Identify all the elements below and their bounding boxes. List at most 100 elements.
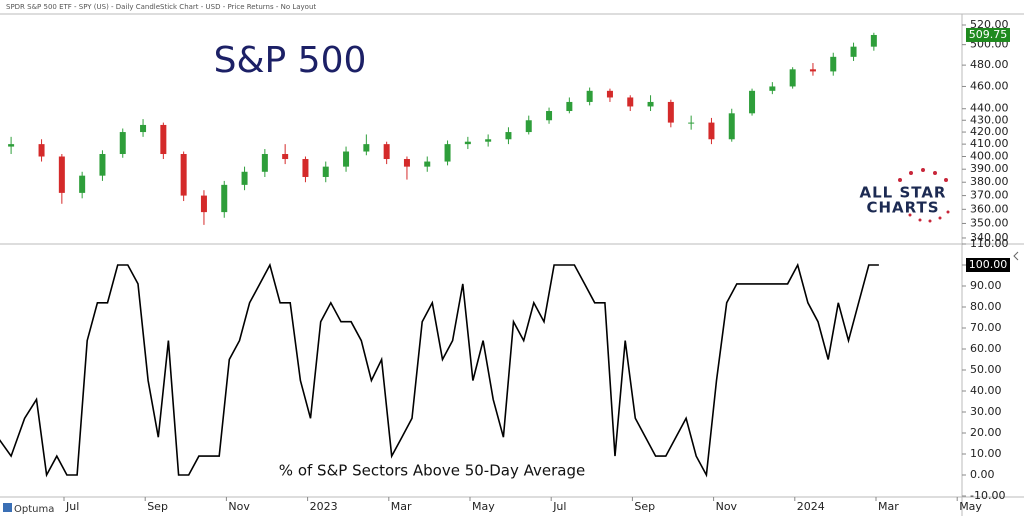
candle-body: [99, 154, 106, 176]
y-tick-label: 360.00: [970, 202, 1009, 215]
candle-body: [160, 124, 167, 155]
y-tick-label: 50.00: [970, 363, 1002, 376]
last-value-box: [966, 258, 1010, 272]
x-tick-label: 2023: [310, 500, 338, 513]
y-tick-label: 70.00: [970, 321, 1002, 334]
chart-title: S&P 500: [214, 40, 367, 81]
x-tick-label: Mar: [391, 500, 412, 513]
y-tick-label: 350.00: [970, 216, 1009, 229]
candle-body: [647, 101, 654, 107]
y-tick-label: 60.00: [970, 342, 1002, 355]
candle-body: [688, 122, 695, 124]
candle-body: [749, 90, 756, 114]
x-tick-label: Sep: [147, 500, 168, 513]
candle-body: [200, 195, 207, 213]
y-tick-label: 390.00: [970, 162, 1009, 175]
x-tick-label: Nov: [716, 500, 738, 513]
candle-body: [769, 86, 776, 91]
y-tick-label: 520.00: [970, 18, 1009, 31]
y-tick-label: 370.00: [970, 189, 1009, 202]
breadth-panel: [0, 262, 879, 478]
price-panel: [8, 32, 877, 225]
y-tick-label: 480.00: [970, 58, 1009, 71]
last-value-label: 509.75: [969, 28, 1008, 41]
candle-body: [485, 139, 492, 142]
line: [0, 262, 879, 478]
candle-body: [424, 161, 431, 167]
x-tick-label: Jul: [552, 500, 566, 513]
vendor-icon: [3, 503, 12, 512]
candle-body: [140, 124, 147, 133]
candle-body: [505, 132, 512, 140]
candle-body: [363, 144, 370, 152]
candle-body: [58, 156, 65, 193]
logo-text: ALL STAR: [860, 184, 947, 202]
candle-body: [830, 56, 837, 72]
y-tick-label: 90.00: [970, 279, 1002, 292]
y-tick-label: 440.00: [970, 102, 1009, 115]
candle-body: [79, 175, 86, 193]
x-tick-label: 2024: [797, 500, 825, 513]
candle-body: [322, 166, 329, 177]
candle-body: [282, 154, 289, 160]
last-value-label: 100.00: [969, 258, 1008, 271]
candle-body: [627, 97, 634, 107]
candle-body: [566, 101, 573, 112]
candle-body: [667, 101, 674, 123]
x-tick-label: Sep: [634, 500, 655, 513]
candle-body: [850, 46, 857, 57]
logo-text: CHARTS: [866, 199, 939, 217]
candle-body: [464, 141, 471, 145]
y-tick-label: 20.00: [970, 426, 1002, 439]
collapse-icon[interactable]: [1013, 251, 1019, 261]
candle-body: [38, 144, 45, 157]
candle-body: [606, 90, 613, 98]
x-tick-label: May: [959, 500, 982, 513]
candle-body: [119, 132, 126, 155]
candle-body: [343, 151, 350, 167]
annotation: % of S&P Sectors Above 50-Day Average: [279, 462, 585, 480]
y-tick-label: 460.00: [970, 79, 1009, 92]
candle-body: [261, 154, 268, 172]
header: SPDR S&P 500 ETF - SPY (US) - Daily Cand…: [6, 3, 316, 11]
y-tick-label: 340.00: [970, 231, 1009, 244]
y-tick-label: 40.00: [970, 384, 1002, 397]
candle-body: [728, 113, 735, 140]
x-tick-label: May: [472, 500, 495, 513]
y-tick-label: 420.00: [970, 125, 1009, 138]
axes: 340.00 350.00360.00370.00380.00390.00400.…: [63, 18, 1010, 513]
vendor: Optuma: [14, 504, 54, 515]
candle-body: [525, 120, 532, 133]
candle-body: [870, 34, 877, 47]
y-tick-label: 380.00: [970, 175, 1009, 188]
x-tick-label: Nov: [228, 500, 250, 513]
x-tick-label: Mar: [878, 500, 899, 513]
y-tick-label: 430.00: [970, 113, 1009, 126]
candle-body: [809, 69, 816, 72]
y-tick-label: 410.00: [970, 137, 1009, 150]
y-tick-label: 0.00: [970, 468, 995, 481]
candle-body: [708, 122, 715, 140]
candle-body: [8, 144, 15, 147]
y-tick-label: 400.00: [970, 150, 1009, 163]
candle-body: [444, 144, 451, 162]
y-tick-label: 30.00: [970, 405, 1002, 418]
y-tick-label: 10.00: [970, 447, 1002, 460]
y-tick-label: 80.00: [970, 300, 1002, 313]
y-tick-label: 110.00: [970, 237, 1009, 250]
y-tick-label: -10.00: [970, 489, 1005, 502]
candle-body: [221, 184, 228, 213]
candle-body: [403, 159, 410, 167]
candle-body: [383, 144, 390, 160]
candle-body: [241, 171, 248, 185]
candle-body: [180, 154, 187, 196]
last-value-box: [966, 27, 1010, 42]
candle-body: [546, 111, 553, 121]
candle-body: [789, 69, 796, 87]
logo: ALL STAR CHARTS: [860, 168, 950, 223]
x-tick-label: Jul: [65, 500, 79, 513]
candle-body: [302, 159, 309, 177]
candle-body: [586, 90, 593, 102]
